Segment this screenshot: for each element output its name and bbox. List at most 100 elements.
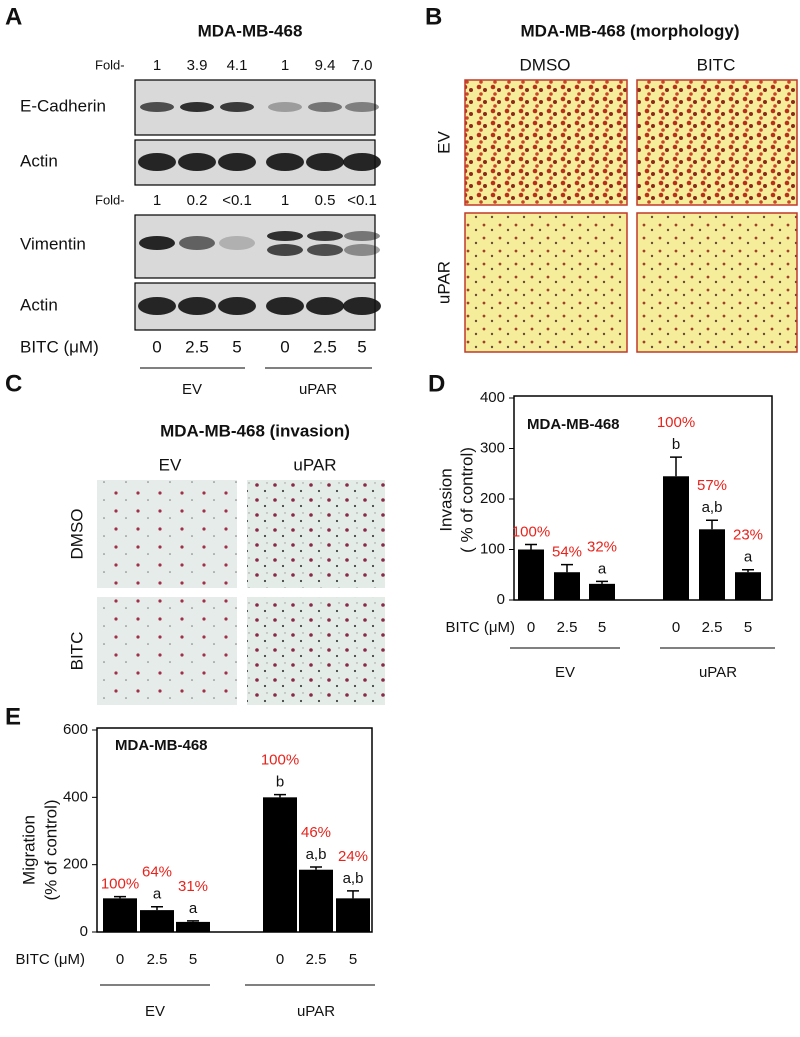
y-tick-label: 100 [480, 540, 505, 557]
band [178, 153, 216, 171]
chart-title: MDA-MB-468 [527, 416, 620, 433]
x-tick-label: 5 [598, 619, 606, 636]
error-bar [596, 580, 608, 584]
dose-label: 5 [357, 337, 366, 356]
bar [735, 572, 761, 600]
panel-label: B [425, 3, 442, 30]
dose-label: 0 [152, 337, 161, 356]
panel-title: MDA-MB-468 (invasion) [160, 421, 350, 440]
band [138, 297, 176, 315]
row-label: BITC [67, 632, 86, 671]
group-label: uPAR [699, 664, 737, 681]
fold-value: 4.1 [227, 57, 248, 74]
percent-label: 57% [697, 477, 727, 494]
band [345, 102, 379, 112]
blot-row-label: E-Cadherin [20, 96, 106, 115]
band [267, 231, 303, 241]
fold-value: 1 [153, 57, 161, 74]
y-axis-label: ( % of control) [457, 447, 476, 553]
significance-letter: a,b [343, 870, 364, 887]
bar [299, 869, 333, 932]
band [306, 297, 344, 315]
row-label: EV [434, 131, 453, 154]
fold-value: 1 [281, 57, 289, 74]
band [178, 297, 216, 315]
group-label: EV [555, 664, 575, 681]
band [138, 153, 176, 171]
band [267, 244, 303, 256]
band [220, 102, 254, 112]
significance-letter: b [672, 436, 680, 453]
percent-label: 23% [733, 527, 763, 544]
x-axis-label: BITC (μM) [16, 951, 85, 968]
dose-label: 5 [232, 337, 241, 356]
y-tick-label: 300 [480, 439, 505, 456]
x-tick-label: 0 [672, 619, 680, 636]
bar [263, 797, 297, 932]
y-tick-label: 400 [63, 788, 88, 805]
dose-label: 2.5 [185, 337, 209, 356]
error-bar [310, 866, 322, 870]
error-bar [670, 456, 682, 477]
bar [103, 898, 137, 932]
group-label: uPAR [299, 381, 337, 398]
morphology-image [464, 79, 628, 206]
panel-title: MDA-MB-468 (morphology) [520, 21, 739, 40]
x-tick-label: 2.5 [702, 619, 723, 636]
percent-label: 100% [657, 414, 695, 431]
band [307, 231, 343, 241]
chart-title: MDA-MB-468 [115, 737, 208, 754]
y-axis-label: (% of control) [41, 799, 60, 900]
plot-frame [96, 727, 373, 933]
y-tick-label: 0 [80, 923, 88, 940]
morphology-image [636, 212, 798, 353]
group-label: EV [182, 381, 202, 398]
percent-label: 31% [178, 878, 208, 895]
invasion-image [97, 480, 237, 588]
percent-label: 100% [261, 752, 299, 769]
fold-value: 0.5 [315, 192, 336, 209]
fold-value: 1 [153, 192, 161, 209]
significance-letter: b [276, 774, 284, 791]
blot-row-label: Vimentin [20, 234, 86, 253]
error-bar [274, 793, 286, 798]
percent-label: 24% [338, 848, 368, 865]
fold-value: 7.0 [352, 57, 373, 74]
error-bar [151, 906, 163, 911]
morphology-image [464, 212, 628, 353]
error-bar [187, 920, 199, 922]
percent-label: 100% [512, 523, 550, 540]
invasion-image [247, 480, 385, 588]
y-tick-label: 200 [63, 856, 88, 873]
error-bar [706, 519, 718, 530]
row-label: uPAR [434, 261, 453, 304]
column-label: EV [159, 455, 182, 474]
band [343, 297, 381, 315]
blot-row-label: Actin [20, 295, 58, 314]
bar [589, 583, 615, 600]
significance-letter: a,b [306, 846, 327, 863]
percent-label: 54% [552, 544, 582, 561]
percent-label: 46% [301, 824, 331, 841]
band [308, 102, 342, 112]
band [140, 102, 174, 112]
panel-label: C [5, 370, 22, 397]
group-label: uPAR [297, 1003, 335, 1020]
band [219, 236, 255, 250]
error-bar [114, 895, 126, 899]
panel-label: D [428, 370, 445, 397]
x-tick-label: 2.5 [147, 951, 168, 968]
x-tick-label: 5 [189, 951, 197, 968]
bar [663, 476, 689, 600]
bar [336, 898, 370, 932]
fold-label: Fold- [95, 192, 125, 207]
group-label: EV [145, 1003, 165, 1020]
significance-letter: a [598, 560, 607, 577]
y-tick-label: 600 [63, 721, 88, 738]
treatment-label: BITC (μM) [20, 337, 99, 356]
percent-label: 64% [142, 864, 172, 881]
x-tick-label: 0 [527, 619, 535, 636]
x-tick-label: 0 [276, 951, 284, 968]
row-label: DMSO [67, 509, 86, 560]
